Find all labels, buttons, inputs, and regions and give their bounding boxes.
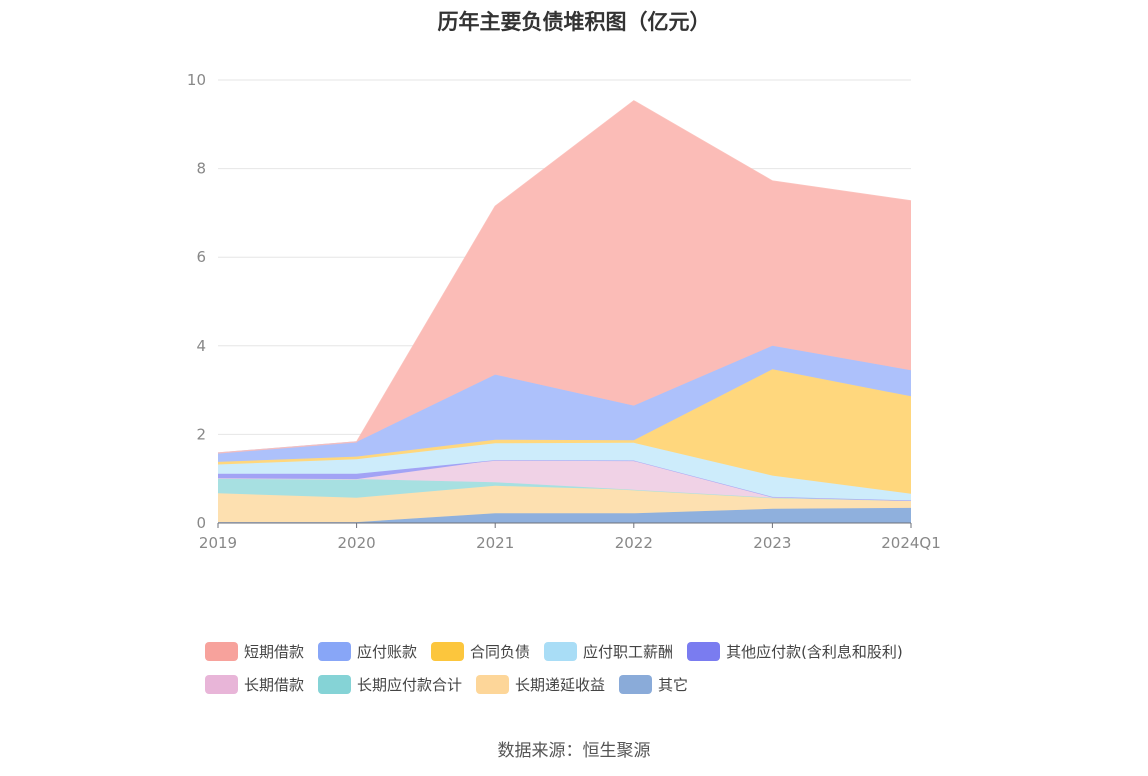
legend-swatch	[687, 641, 721, 661]
x-tick-label: 2020	[338, 534, 376, 552]
x-tick-label: 2024Q1	[881, 534, 941, 552]
area-series	[218, 100, 911, 454]
legend-label: 其他应付款(含利息和股利)	[726, 642, 903, 661]
data-source: 数据来源：恒生聚源	[497, 741, 651, 761]
legend-swatch	[476, 674, 510, 694]
legend-label: 短期借款	[244, 642, 305, 661]
area-series	[218, 507, 911, 523]
legend-label: 长期递延收益	[515, 675, 606, 694]
legend-item[interactable]: 其他应付款(含利息和股利)	[687, 641, 903, 662]
stacked-area-chart: 0 2 4 6 8 10 2019 2020 2021 2022 2023 2024Q1	[187, 71, 941, 552]
legend-item[interactable]: 长期应付款合计	[318, 674, 462, 695]
area-series-line	[217, 100, 912, 454]
legend-swatch	[205, 674, 238, 694]
legend-swatch	[205, 641, 238, 661]
x-tick-label: 2023	[753, 534, 791, 552]
area-series	[218, 369, 911, 494]
y-tick-label: 4	[196, 337, 206, 355]
legend-label: 长期应付款合计	[357, 675, 463, 694]
area-series	[218, 460, 911, 501]
y-tick-label: 10	[187, 71, 206, 89]
area-series	[218, 442, 911, 501]
legend-item[interactable]: 其它	[619, 674, 688, 695]
legend-row-2: 长期借款 长期应付款合计 长期递延收益 其它	[205, 673, 985, 695]
legend-item[interactable]: 长期递延收益	[476, 674, 605, 695]
legend-swatch	[544, 641, 578, 661]
legend: 短期借款 应付账款 合同负债 应付职工薪酬 其他应付款(含利息和股利) 长期借款 长期应付…	[205, 640, 985, 706]
legend-label: 合同负债	[470, 642, 531, 661]
axis-layer: 0 2 4 6 8 10 2019 2020 2021 2022 2023 2024Q1	[187, 71, 941, 552]
legend-item[interactable]: 应付职工薪酬	[544, 641, 673, 662]
legend-item[interactable]: 应付账款	[318, 641, 417, 662]
y-tick-label: 0	[196, 514, 206, 532]
area-series	[218, 478, 911, 501]
area-series	[218, 345, 911, 462]
y-tick-label: 8	[196, 160, 206, 178]
x-tick-label: 2022	[615, 534, 653, 552]
area-layer	[217, 100, 912, 523]
y-tick-label: 6	[196, 248, 206, 266]
legend-item[interactable]: 短期借款	[205, 641, 304, 662]
legend-swatch	[431, 641, 465, 661]
legend-swatch	[318, 641, 352, 661]
legend-row-1: 短期借款 应付账款 合同负债 应付职工薪酬 其他应付款(含利息和股利)	[205, 640, 985, 662]
x-tick-label: 2021	[476, 534, 514, 552]
legend-label: 长期借款	[244, 675, 305, 694]
x-tick-label: 2019	[199, 534, 237, 552]
legend-label: 应付账款	[357, 642, 418, 661]
legend-label: 其它	[658, 675, 689, 694]
y-tick-label: 2	[196, 425, 206, 443]
legend-item[interactable]: 合同负债	[431, 641, 530, 662]
legend-swatch	[619, 674, 653, 694]
legend-item[interactable]: 长期借款	[205, 674, 304, 695]
legend-label: 应付职工薪酬	[583, 642, 674, 661]
legend-swatch	[318, 674, 352, 694]
chart-title: 历年主要负债堆积图（亿元）	[437, 10, 711, 34]
